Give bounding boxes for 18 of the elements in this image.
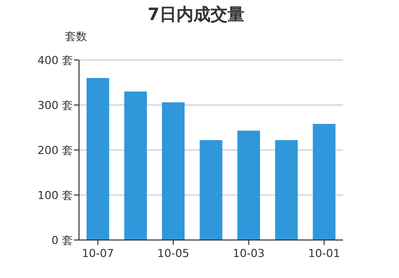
y-tick-label: 300 套 <box>38 98 73 112</box>
bar <box>312 124 336 240</box>
bar <box>237 130 260 240</box>
bar <box>162 102 185 240</box>
y-axis-title: 套数 <box>65 30 87 43</box>
y-tick-label: 100 套 <box>38 188 73 202</box>
y-tick-label: 0 套 <box>52 234 73 247</box>
bar <box>124 92 147 240</box>
bar <box>200 140 222 240</box>
y-tick-label: 400 套 <box>38 54 73 67</box>
x-tick-label: 10-03 <box>232 247 265 260</box>
bar <box>86 78 110 240</box>
x-tick-label: 10-01 <box>308 247 340 260</box>
x-tick-label: 10-07 <box>82 247 114 260</box>
y-tick-label: 200 套 <box>38 144 73 157</box>
chart-title: 7日内成交量 <box>148 5 244 25</box>
x-tick-label: 10-05 <box>157 247 190 260</box>
bar <box>275 140 298 240</box>
